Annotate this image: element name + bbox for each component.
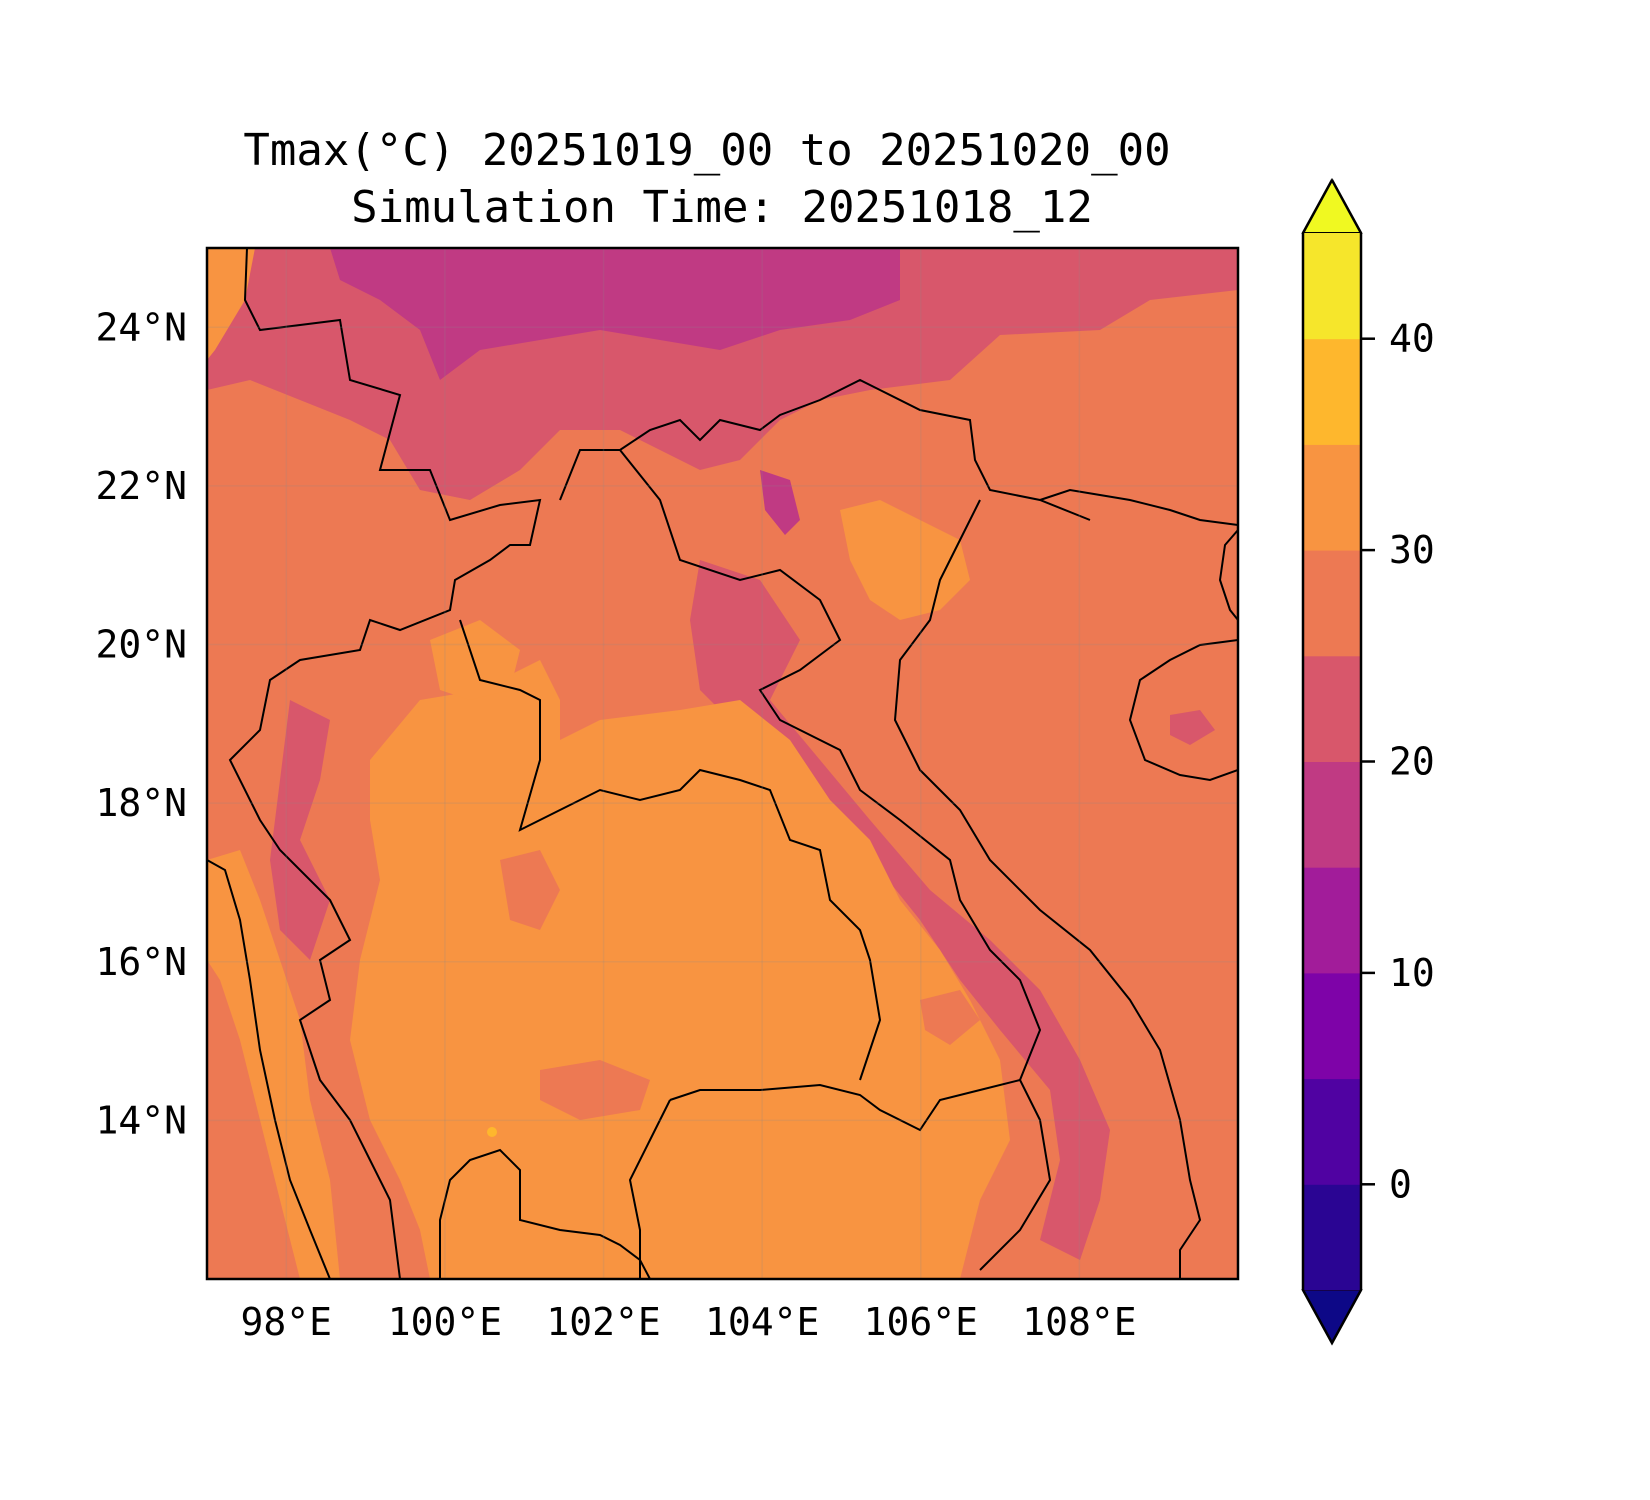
contour-30-35-central — [350, 660, 1010, 1279]
x-tick-label-5: 108°E — [1022, 1300, 1136, 1344]
y-tick-label-1: 22°N — [95, 464, 187, 508]
colorbar-band-1 — [1303, 1078, 1361, 1185]
contour-20-25-west — [270, 700, 330, 960]
x-tick-label-3: 104°E — [705, 1300, 819, 1344]
vietnam-coast — [893, 499, 1202, 1279]
thailand-border — [228, 248, 542, 1279]
cambodia-coast — [628, 1099, 671, 1279]
contour-20-25-annamite — [690, 560, 1110, 1260]
mekong-border — [459, 619, 882, 1081]
colorbar-band-7 — [1303, 444, 1361, 551]
contour-30-35-upper-strip — [430, 620, 520, 700]
colorbar-band-5 — [1303, 655, 1361, 762]
map-frame — [205, 246, 1240, 1281]
colorbar-band-3 — [1303, 867, 1361, 974]
title-line-2: Simulation Time: 20251018_12 — [351, 182, 1093, 233]
vietnam-laos-border — [619, 449, 1052, 1271]
x-tick-labels: 98°E 100°E 102°E 104°E 106°E 108°E — [241, 1300, 1137, 1344]
cambodia-border — [669, 1079, 1021, 1132]
y-tick-labels: 24°N 22°N 20°N 18°N 16°N 14°N — [95, 305, 187, 1142]
contour-30-35-northwest — [207, 248, 255, 360]
map-area — [207, 248, 1238, 1279]
contour-25-30-inner-1 — [540, 1060, 650, 1120]
colorbar-tick-label-1: 10 — [1389, 951, 1435, 995]
y-tick-label-0: 24°N — [95, 305, 187, 349]
contour-15-20-ridge — [760, 470, 800, 535]
myanmar-coast — [207, 859, 331, 1279]
y-tick-label-3: 18°N — [95, 781, 187, 825]
y-tick-label-4: 16°N — [95, 940, 187, 984]
colorbar-band-9 — [1303, 233, 1361, 340]
contour-20-25-hainan — [1170, 710, 1215, 745]
colorbar: 0 10 20 30 40 — [1301, 177, 1435, 1346]
x-tick-label-0: 98°E — [241, 1300, 333, 1344]
gridlines — [207, 248, 1238, 1279]
colorbar-band-6 — [1303, 550, 1361, 657]
colorbar-extend-max — [1301, 177, 1363, 234]
y-tick-label-2: 20°N — [95, 623, 187, 667]
x-tick-label-2: 102°E — [546, 1300, 660, 1344]
colorbar-tick-label-3: 30 — [1389, 528, 1435, 572]
contour-15-20-north — [330, 248, 900, 380]
x-tick-label-4: 106°E — [864, 1300, 978, 1344]
hainan-coast — [1128, 639, 1238, 782]
colorbar-band-8 — [1303, 338, 1361, 445]
coastlines-and-borders — [207, 248, 1238, 1279]
contour-35-40-spot — [487, 1127, 497, 1137]
x-tick-label-1: 100°E — [388, 1300, 502, 1344]
contour-25-30-inner-3 — [920, 990, 980, 1045]
colorbar-tick-label-2: 20 — [1389, 740, 1435, 784]
contour-25-30-inner-2 — [500, 850, 560, 930]
china-coast — [1039, 488, 1238, 526]
colorbar-band-0 — [1303, 1184, 1361, 1291]
gulf-of-thailand-coast — [439, 1148, 651, 1279]
colorbar-band-2 — [1303, 972, 1361, 1080]
leizhou-coast — [1218, 529, 1238, 621]
title-line-1: Tmax(°C) 20251019_00 to 20251020_00 — [243, 125, 1170, 176]
contour-30-35-west-strip — [207, 850, 340, 1279]
y-tick-label-5: 14°N — [95, 1098, 187, 1142]
laos-border — [559, 378, 1091, 521]
colorbar-band-4 — [1303, 761, 1361, 868]
colorbar-outline — [1301, 179, 1363, 1346]
colorbar-extend-min — [1301, 1289, 1363, 1346]
colorbar-tick-label-4: 40 — [1389, 317, 1435, 361]
colorbar-tick-label-0: 0 — [1389, 1162, 1412, 1206]
